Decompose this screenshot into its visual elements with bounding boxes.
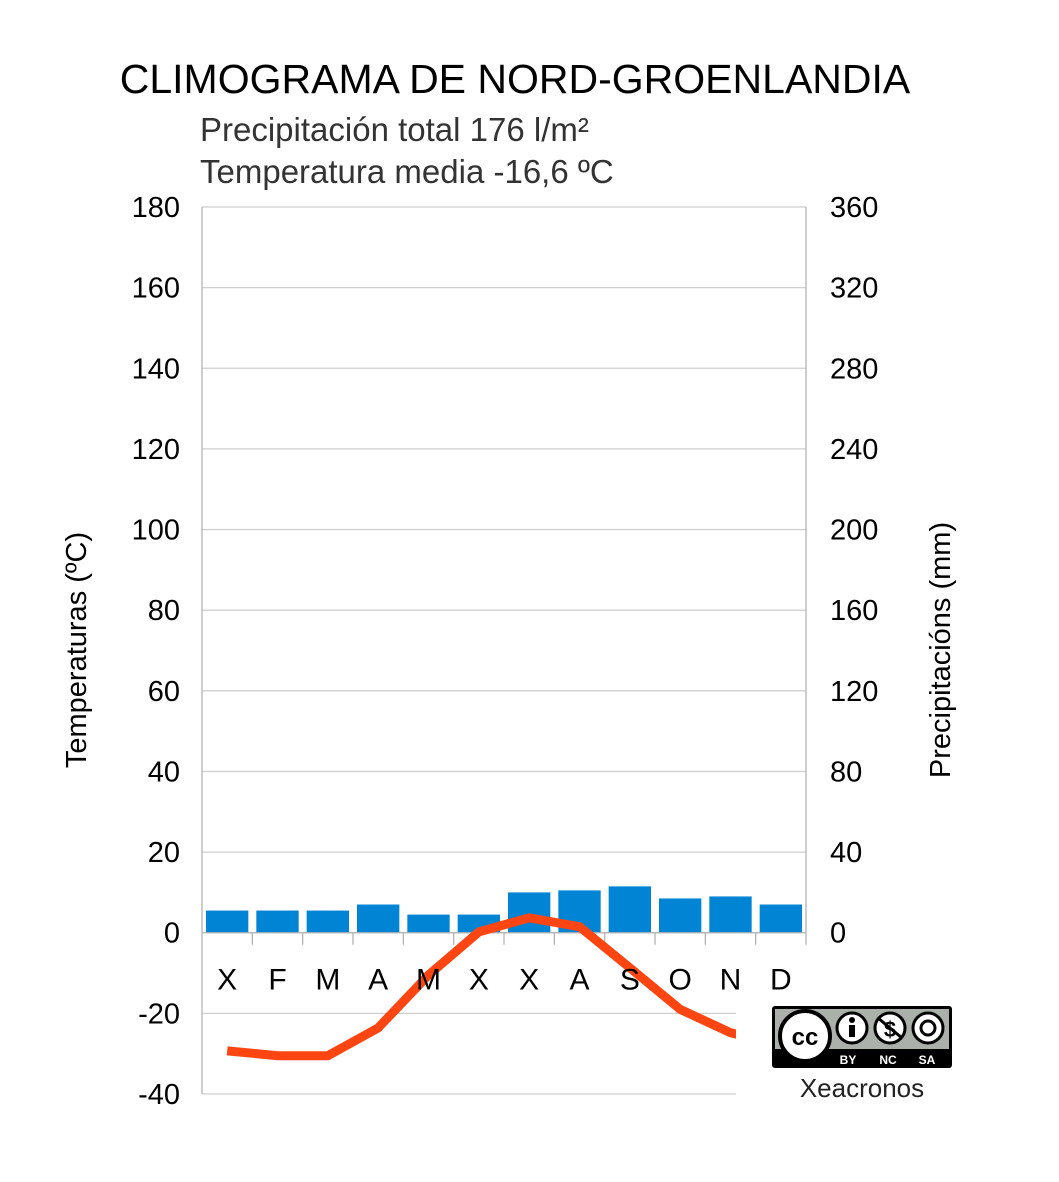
right-tick-label: 160	[830, 595, 878, 627]
left-axis-title: Temperaturas (ºC)	[61, 532, 93, 768]
precipitation-bar	[256, 910, 299, 933]
precipitation-bar	[206, 910, 249, 933]
precipitation-bar	[306, 910, 349, 933]
left-tick-label: 80	[148, 595, 180, 627]
left-tick-label: 60	[148, 676, 180, 708]
month-label: D	[770, 964, 792, 997]
svg-text:BY: BY	[840, 1053, 857, 1067]
precipitation-bar	[709, 896, 752, 933]
month-label: S	[620, 964, 640, 997]
chart-title: CLIMOGRAMA DE NORD-GROENLANDIA	[120, 56, 911, 102]
month-label: M	[416, 964, 441, 997]
subtitle-precipitation: Precipitación total 176 l/m²	[200, 111, 589, 148]
sa-icon	[911, 1011, 945, 1045]
right-tick-label: 280	[830, 353, 878, 385]
left-tick-label: 120	[132, 434, 180, 466]
axis-labels: 180160140120100806040200-20-403603202802…	[132, 192, 879, 1111]
right-tick-label: 0	[830, 918, 846, 950]
cc-icon	[778, 1009, 832, 1063]
right-tick-label: 200	[830, 515, 878, 547]
temperature-series-line	[226, 913, 736, 1061]
axis-ticks	[202, 932, 806, 945]
left-tick-label: 100	[132, 515, 180, 547]
right-axis-title: Precipitacións (mm)	[925, 522, 957, 778]
temperature-line	[226, 913, 736, 1061]
precipitation-bar	[759, 904, 802, 933]
month-label: X	[519, 964, 539, 997]
svg-text:SA: SA	[919, 1053, 936, 1067]
precipitation-bar	[659, 898, 702, 933]
precipitation-bar	[508, 892, 551, 933]
month-label: M	[315, 964, 340, 997]
right-tick-label: 320	[830, 273, 878, 305]
precipitation-bar	[407, 914, 450, 933]
month-label: O	[668, 964, 691, 997]
license-logo: cc $ BY NC SA Xeacronos	[737, 996, 972, 1112]
left-tick-label: -20	[138, 998, 180, 1030]
left-tick-label: 0	[164, 918, 180, 950]
right-tick-label: 120	[830, 676, 878, 708]
gridlines	[201, 206, 807, 1095]
month-label: A	[368, 964, 388, 997]
left-tick-label: 180	[132, 192, 180, 224]
precipitation-bar	[357, 904, 400, 933]
month-label: N	[720, 964, 742, 997]
subtitle-temperature: Temperatura media -16,6 ºC	[200, 153, 614, 190]
svg-text:NC: NC	[879, 1053, 897, 1067]
right-tick-label: 40	[830, 837, 862, 869]
left-tick-label: 140	[132, 353, 180, 385]
left-tick-label: -40	[138, 1079, 180, 1111]
left-tick-label: 20	[148, 837, 180, 869]
precipitation-bar	[608, 886, 651, 933]
month-label: F	[268, 964, 286, 997]
right-tick-label: 360	[830, 192, 878, 224]
right-tick-label: 240	[830, 434, 878, 466]
month-label: A	[569, 964, 589, 997]
author-label: Xeacronos	[800, 1073, 924, 1103]
left-tick-label: 160	[132, 273, 180, 305]
month-label: X	[217, 964, 237, 997]
right-tick-label: 80	[830, 756, 862, 788]
left-tick-label: 40	[148, 756, 180, 788]
month-label: X	[469, 964, 489, 997]
svg-text:cc: cc	[792, 1024, 819, 1051]
